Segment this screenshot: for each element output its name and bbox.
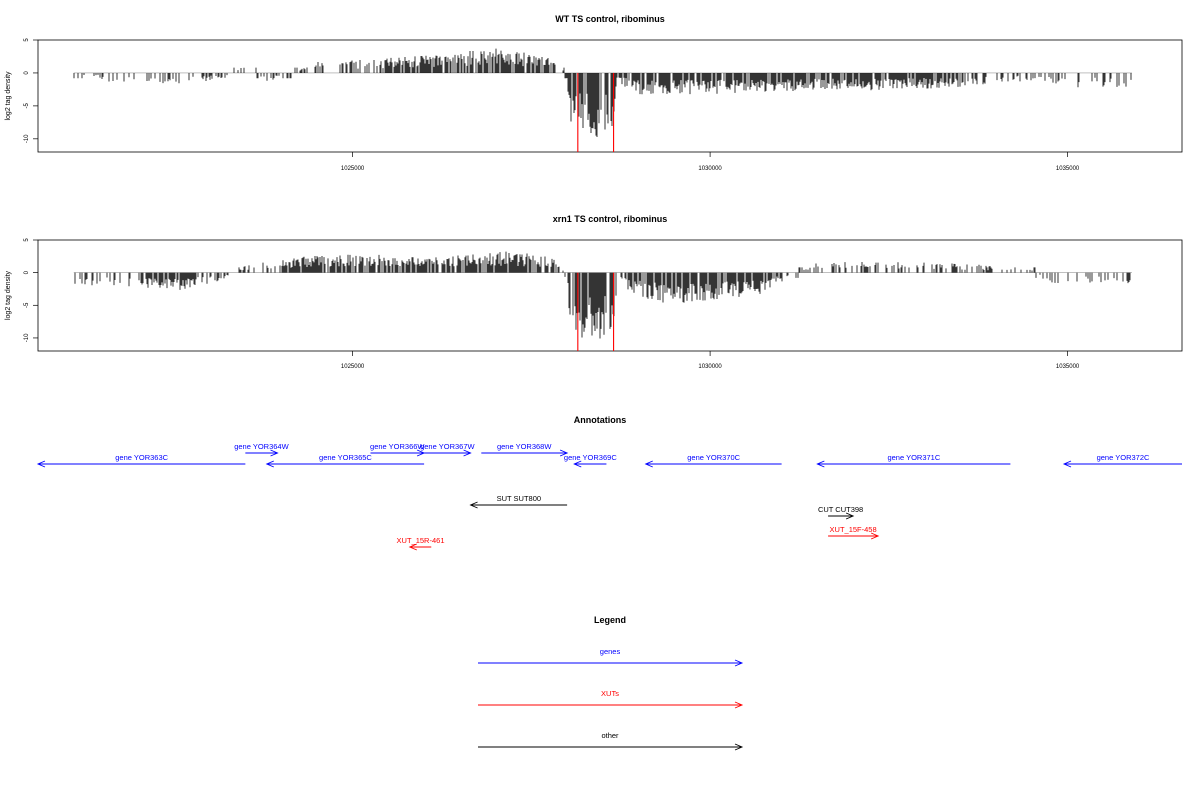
legend-label: genes [600,647,621,656]
y-tick-label: 0 [24,71,30,75]
x-tick-label: 1025000 [341,364,365,370]
arrow-head [408,543,417,551]
annotation-feature: gene YOR363C [36,453,246,468]
legend-item-xuts: XUTs [478,689,744,709]
feature-arrow [644,460,782,468]
feature-label: gene YOR368W [497,442,552,451]
arrow-head [573,460,582,468]
legend-label: other [601,731,619,740]
arrow-head [734,659,744,667]
feature-arrow [1062,460,1182,468]
chart-title: xrn1 TS control, ribominus [553,214,668,224]
x-tick-label: 1030000 [698,364,722,370]
y-tick-label: -5 [24,103,30,109]
feature-arrow [469,501,568,509]
y-tick-label: -5 [24,302,30,308]
feature-arrow [408,543,432,551]
annotation-feature: gene YOR372C [1062,453,1182,468]
feature-arrow [828,512,855,520]
feature-arrow [36,460,246,468]
arrow-head [845,512,855,520]
legend-item-other: other [478,731,744,751]
annotation-feature: gene YOR365C [265,453,425,468]
chart-panel-1: 5 0 -5 -10 log2 tag density 1025000 1030000 103… [5,238,1183,370]
legend-label: XUTs [601,689,619,698]
y-tick-label: 0 [24,270,30,274]
arrow-head [1062,460,1072,468]
arrow-head [265,460,274,468]
arrow-head [463,449,472,457]
annotation-feature: CUT CUT398 [818,505,863,520]
feature-label: gene YOR366W [370,442,425,451]
legend-arrow [478,659,744,667]
feature-label: gene YOR363C [115,453,168,462]
annotation-feature: gene YOR367W [420,442,475,457]
feature-arrow [816,460,1011,468]
feature-label: XUT_15R-461 [397,536,445,545]
legend-item-genes: genes [478,647,744,667]
annotation-feature: SUT SUT800 [469,494,568,509]
feature-arrow [828,532,880,540]
arrow-head [559,449,569,457]
feature-label: gene YOR364W [234,442,289,451]
x-tick-label: 1035000 [1056,166,1080,172]
arrow-head [36,460,46,468]
feature-label: gene YOR365C [319,453,372,462]
arrow-head [734,701,744,709]
feature-label: gene YOR370C [687,453,740,462]
tag-density-bars [73,48,1132,138]
annotation-feature: XUT_15F-458 [828,525,880,540]
feature-arrow [424,449,472,457]
feature-label: gene YOR367W [420,442,475,451]
feature-label: SUT SUT800 [497,494,541,503]
y-tick-label: -10 [24,333,30,342]
annotations-title: Annotations [574,415,627,425]
arrow-head [270,449,279,457]
legend-arrow [478,743,744,751]
arrow-head [644,460,653,468]
annotation-feature: gene YOR368W [481,442,569,457]
plot-frame [37,239,1183,352]
y-tick-label: 5 [24,38,30,42]
annotation-feature: gene YOR371C [816,453,1011,468]
y-tick-label: 5 [24,238,30,242]
arrow-head [469,501,478,509]
y-axis-label: log2 tag density [5,71,12,121]
tag-density-bars [74,251,1131,339]
chart-title: WT TS control, ribominus [555,14,665,24]
chart-panel-0: 5 0 -5 -10 log2 tag density 1025000 1030000 103… [5,38,1183,172]
legend-arrow [478,701,744,709]
x-tick-label: 1030000 [698,166,722,172]
arrow-head [870,532,880,540]
feature-arrow [481,449,569,457]
feature-arrow [245,449,279,457]
annotation-feature: gene YOR370C [644,453,782,468]
arrow-head [734,743,744,751]
annotation-feature: gene YOR366W [370,442,425,457]
legend-title: Legend [594,615,626,625]
x-tick-label: 1025000 [341,166,365,172]
feature-label: gene YOR369C [564,453,617,462]
feature-label: gene YOR371C [887,453,940,462]
plot-frame [37,39,1183,153]
x-tick-label: 1035000 [1056,364,1080,370]
feature-arrow [573,460,607,468]
y-axis-label: log2 tag density [5,270,12,320]
annotation-feature: gene YOR369C [564,453,617,468]
annotation-feature: XUT_15R-461 [397,536,445,551]
feature-label: gene YOR372C [1097,453,1150,462]
feature-label: CUT CUT398 [818,505,863,514]
annotation-feature: gene YOR364W [234,442,290,457]
y-tick-label: -10 [24,134,30,143]
arrow-head [816,460,825,468]
feature-label: XUT_15F-458 [830,525,877,534]
feature-arrow [265,460,425,468]
